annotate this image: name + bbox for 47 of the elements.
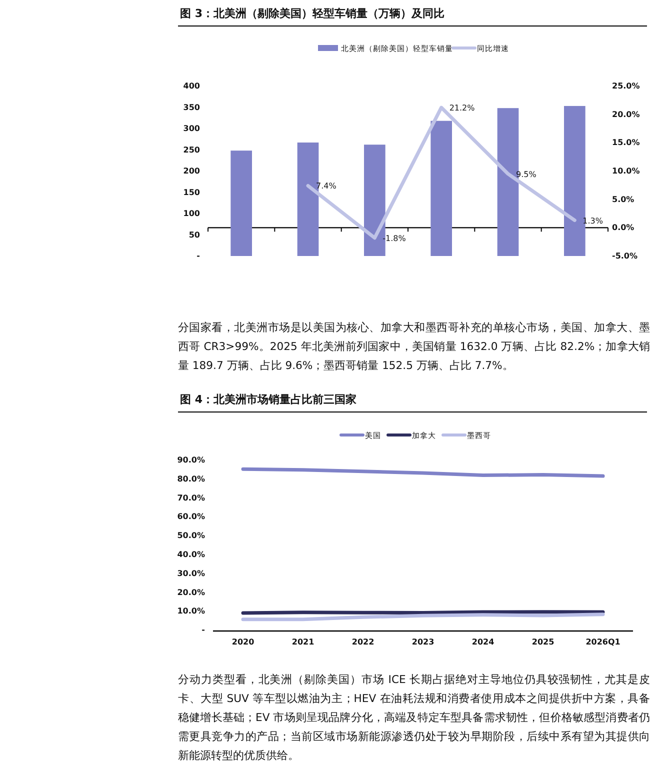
text: 分国家看，北美洲市场是以美国为核心、加拿大和墨西哥补充的单核心市场，美国、加拿大、墨西哥 CR3>99%。2025 年北美洲前列国家中，美国销量 1632.0 万辆、占比 82.2%；加拿大销量 189.7 万辆、占比 9.6%；墨西哥销量 152.5 万辆、占比 7.7%。 xyxy=(178,320,650,374)
data-label: -1.8% xyxy=(382,234,406,243)
line-series xyxy=(241,467,605,478)
y2-tick-label: 20.0% xyxy=(612,110,640,119)
x-tick-label: 2024 xyxy=(472,638,495,647)
y-tick-label: 40.0% xyxy=(177,550,205,560)
x-tick-label: 2023 xyxy=(412,638,434,647)
data-label: 7.4% xyxy=(316,182,337,191)
y-tick-label: 50.0% xyxy=(177,531,205,540)
y-tick-label: 60.0% xyxy=(177,512,205,522)
line-series xyxy=(306,106,576,240)
y-tick-label: 300 xyxy=(183,124,200,134)
y2-tick-label: 25.0% xyxy=(612,82,640,91)
y-tick-label: 90.0% xyxy=(177,456,205,465)
bar xyxy=(230,150,252,256)
x-tick-label: 2025 xyxy=(532,638,555,647)
y-tick-label: 30.0% xyxy=(177,568,205,578)
x-tick-label: 2022 xyxy=(352,638,374,647)
data-label: 9.5% xyxy=(516,170,537,179)
y-tick-label: 50 xyxy=(188,230,200,240)
data-label: 1.3% xyxy=(582,216,604,226)
y-tick-label: 150 xyxy=(183,188,200,197)
y-tick-label: 400 xyxy=(183,82,200,91)
y-tick-label: 350 xyxy=(183,102,200,112)
chart-title: 图 4：北美洲市场销量占比前三国家 xyxy=(180,393,356,406)
y2-tick-label: -5.0% xyxy=(612,252,638,261)
x-tick-label: 2026Q1 xyxy=(586,638,621,647)
text: 分动力类型看，北美洲（剔除美国）市场 ICE 长期占据绝对主导地位仍具较强韧性，尤其是皮卡、大型 SUV 等车型以燃油为主；HEV 在油耗法规和消费者使用成本之间提供折中方案，具备稳健增长基础；EV 市场则呈现品牌分化，高端及特定车型具备需求韧性，但价格敏感型消费者仍需更具竞争力的产品；当前区域市场新能源渗透仍处于较为早期阶段，后续中系有望为其提供向新能源转型的优质供给。 xyxy=(178,672,650,764)
y2-tick-label: 15.0% xyxy=(612,138,640,148)
chart-title: 图 3：北美洲（剔除美国）轻型车销量（万辆）及同比 xyxy=(180,7,444,20)
y-tick-label: 20.0% xyxy=(177,588,205,597)
y-tick-label: 10.0% xyxy=(177,606,205,616)
y2-tick-label: 0.0% xyxy=(612,223,634,232)
y-tick-label: 200 xyxy=(183,166,200,176)
y-tick-label: - xyxy=(196,252,200,261)
y2-tick-label: 10.0% xyxy=(612,166,640,176)
y-tick-label: - xyxy=(202,626,205,635)
x-tick-label: 2020 xyxy=(232,638,255,647)
y2-tick-label: 5.0% xyxy=(612,194,634,204)
data-label: 21.2% xyxy=(449,104,476,113)
bar xyxy=(430,120,452,256)
y-tick-label: 70.0% xyxy=(177,493,205,502)
x-tick-label: 2021 xyxy=(292,638,315,647)
bar xyxy=(564,106,586,256)
y-tick-label: 80.0% xyxy=(177,474,205,484)
y-tick-label: 250 xyxy=(183,145,200,154)
y-tick-label: 100 xyxy=(183,209,200,218)
